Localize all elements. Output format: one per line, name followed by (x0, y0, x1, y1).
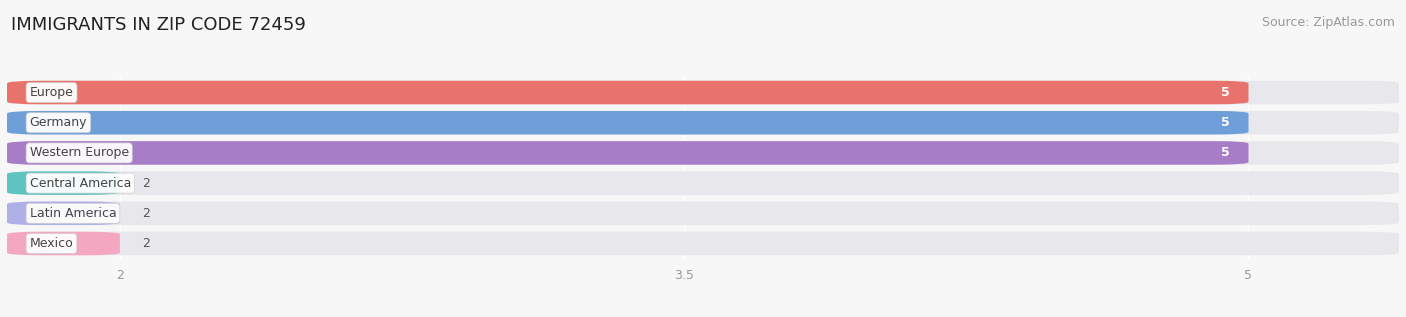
Text: Mexico: Mexico (30, 237, 73, 250)
Text: IMMIGRANTS IN ZIP CODE 72459: IMMIGRANTS IN ZIP CODE 72459 (11, 16, 307, 34)
FancyBboxPatch shape (7, 141, 1249, 165)
FancyBboxPatch shape (7, 81, 1399, 104)
FancyBboxPatch shape (7, 171, 120, 195)
Text: 5: 5 (1220, 116, 1230, 129)
Text: Source: ZipAtlas.com: Source: ZipAtlas.com (1261, 16, 1395, 29)
FancyBboxPatch shape (7, 171, 1399, 195)
Text: Central America: Central America (30, 177, 131, 190)
Text: Europe: Europe (30, 86, 73, 99)
FancyBboxPatch shape (7, 111, 1249, 134)
FancyBboxPatch shape (7, 232, 1399, 255)
Text: 5: 5 (1220, 86, 1230, 99)
Text: Germany: Germany (30, 116, 87, 129)
Text: 5: 5 (1220, 146, 1230, 159)
FancyBboxPatch shape (7, 141, 1399, 165)
Text: 2: 2 (142, 237, 150, 250)
FancyBboxPatch shape (7, 202, 120, 225)
FancyBboxPatch shape (7, 111, 1399, 134)
Text: 2: 2 (142, 177, 150, 190)
Text: 2: 2 (142, 207, 150, 220)
FancyBboxPatch shape (7, 81, 1249, 104)
Text: Latin America: Latin America (30, 207, 117, 220)
FancyBboxPatch shape (7, 232, 120, 255)
FancyBboxPatch shape (7, 202, 1399, 225)
Text: Western Europe: Western Europe (30, 146, 129, 159)
